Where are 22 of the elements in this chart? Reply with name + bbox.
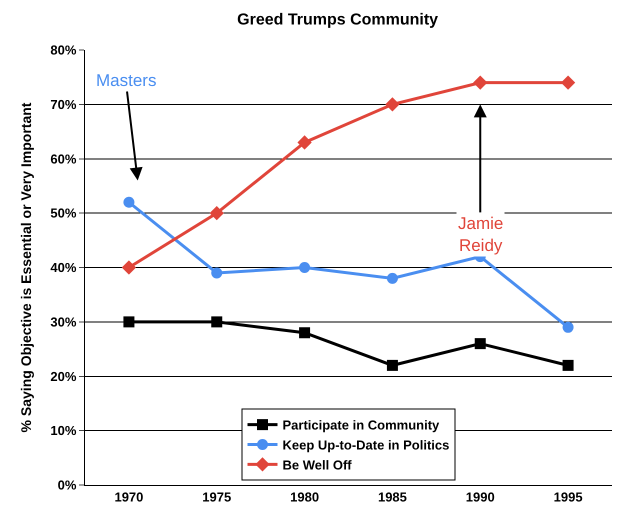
x-tick-label: 1980 — [290, 490, 320, 505]
chart-title: Greed Trumps Community — [237, 11, 438, 28]
y-axis-title: % Saying Objective is Essential or Very Important — [18, 102, 34, 432]
y-tick-label: 70% — [50, 96, 77, 112]
legend-label: Participate in Community — [282, 418, 440, 433]
y-tick-label: 60% — [50, 151, 77, 166]
y-tick-label: 80% — [50, 42, 77, 58]
y-tick-label: 20% — [50, 368, 77, 384]
y-tick-label: 10% — [50, 423, 77, 438]
legend-label: Keep Up-to-Date in Politics — [282, 438, 450, 453]
x-tick-label: 1990 — [466, 490, 495, 505]
y-tick-label: 0% — [58, 478, 77, 493]
y-tick-label: 40% — [50, 260, 77, 276]
legend-label: Be Well Off — [282, 457, 352, 472]
annotation: Masters — [96, 71, 156, 90]
y-tick-label: 50% — [50, 206, 77, 221]
y-tick-label: 30% — [50, 314, 77, 330]
annotation: Jamie Reidy — [458, 214, 504, 256]
x-tick-label: 1975 — [202, 490, 232, 505]
x-tick-label: 1985 — [378, 490, 407, 505]
x-tick-label: 1970 — [114, 490, 144, 505]
x-tick-label: 1995 — [554, 490, 583, 505]
